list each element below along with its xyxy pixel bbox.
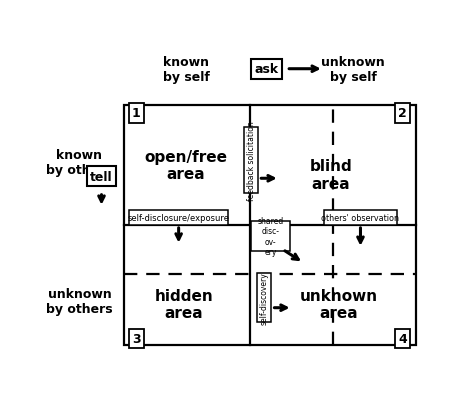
Text: feedback solicitation: feedback solicitation: [246, 121, 255, 201]
FancyBboxPatch shape: [257, 274, 271, 322]
Text: 2: 2: [398, 107, 407, 120]
Text: hidden
area: hidden area: [155, 288, 213, 320]
Text: unknown
by self: unknown by self: [321, 56, 385, 83]
Text: unknown
by others: unknown by others: [46, 287, 113, 315]
FancyBboxPatch shape: [251, 222, 290, 252]
Text: 1: 1: [132, 107, 141, 120]
Text: blind
area: blind area: [310, 159, 353, 191]
FancyBboxPatch shape: [244, 128, 258, 194]
Text: self-disclosure/exposure: self-disclosure/exposure: [128, 213, 229, 222]
Text: ask: ask: [255, 63, 279, 76]
Text: known
by self: known by self: [163, 56, 210, 83]
Text: self-discovery: self-discovery: [260, 272, 269, 324]
Text: tell: tell: [90, 170, 113, 183]
Text: open/free
area: open/free area: [145, 149, 228, 182]
Text: unknown
area: unknown area: [300, 288, 377, 320]
Text: shared
disc-
ov-
ery: shared disc- ov- ery: [257, 216, 283, 256]
Text: 3: 3: [132, 333, 141, 345]
Text: others' observation: others' observation: [321, 213, 400, 222]
Text: known
by others: known by others: [46, 148, 113, 176]
Text: 4: 4: [398, 333, 407, 345]
FancyBboxPatch shape: [129, 210, 228, 225]
FancyBboxPatch shape: [324, 210, 397, 225]
